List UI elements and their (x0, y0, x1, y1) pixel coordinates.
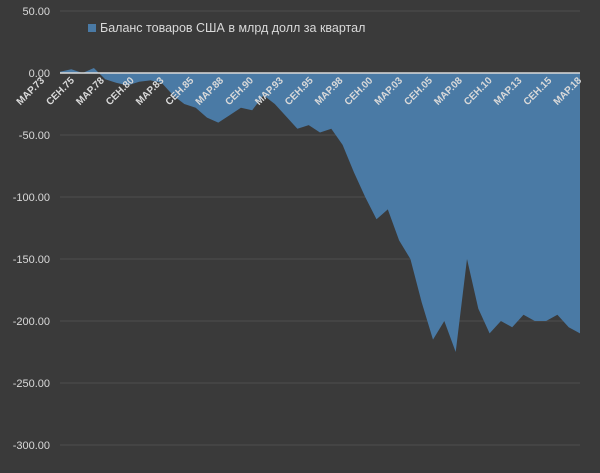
y-axis-tick-labels: 50.00 0.00 -50.00 -100.00 -150.00 -200.00 -250… (13, 6, 50, 452)
y-tick-label: -200.00 (13, 316, 50, 328)
y-tick-label: -50.00 (19, 130, 50, 142)
legend-swatch (88, 24, 96, 32)
y-tick-label: 0.00 (29, 68, 50, 80)
series-area (60, 68, 580, 352)
y-tick-label: -250.00 (13, 378, 50, 390)
legend-label: Баланс товаров США в млрд долл за кварта… (100, 21, 365, 35)
y-tick-label: -300.00 (13, 440, 50, 452)
y-tick-label: -150.00 (13, 254, 50, 266)
x-tick-label: MAP.78 (74, 75, 107, 108)
y-tick-label: -100.00 (13, 192, 50, 204)
y-tick-label: 50.00 (22, 6, 50, 18)
legend: Баланс товаров США в млрд долл за кварта… (88, 21, 365, 35)
